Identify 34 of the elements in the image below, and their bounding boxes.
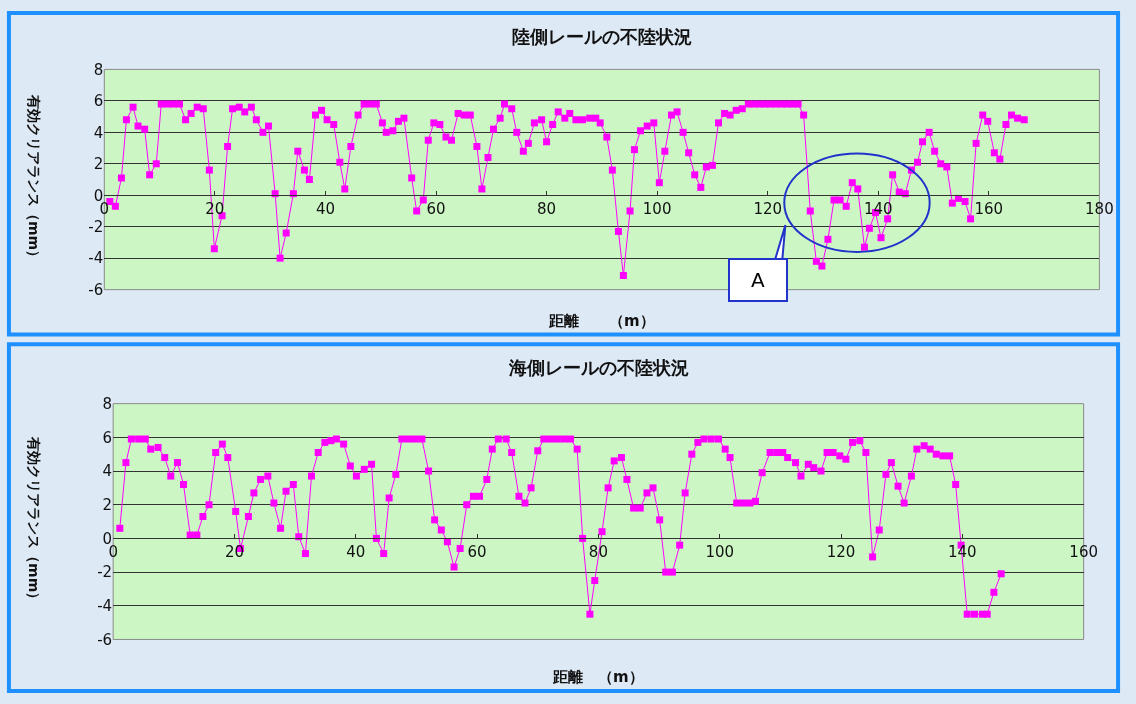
- y-tick-label: -4: [97, 597, 113, 616]
- annotation: A: [751, 268, 765, 292]
- y-tick-label: -4: [88, 249, 104, 268]
- x-tick-label: 160: [1069, 543, 1098, 562]
- y-tick-label: -2: [97, 563, 113, 582]
- x-tick-label: 60: [426, 200, 446, 219]
- y-tick-label: 4: [93, 123, 104, 142]
- x-axis-title: 距離 （m）: [548, 312, 655, 330]
- x-tick-label: 180: [1085, 200, 1114, 219]
- x-tick-label: 40: [315, 200, 335, 219]
- x-tick-label: 100: [642, 200, 672, 219]
- y-axis-title: 有効クリアランス（mm）: [26, 94, 43, 265]
- y-tick-label: 4: [102, 462, 113, 481]
- x-tick-label: 120: [826, 543, 856, 562]
- x-tick-label: 40: [346, 543, 366, 562]
- y-tick-label: 2: [93, 155, 104, 174]
- y-tick-label: 6: [102, 428, 113, 447]
- y-tick-label: 6: [93, 92, 104, 111]
- x-tick-label: 120: [753, 200, 783, 219]
- x-tick-label: 100: [705, 543, 735, 562]
- x-tick-label: 20: [224, 543, 245, 562]
- x-tick-label: 60: [467, 543, 487, 562]
- y-tick-label: 2: [102, 495, 113, 514]
- chart-title: 海側レールの不陸状況: [508, 357, 689, 378]
- y-tick-label: 8: [102, 394, 113, 413]
- x-tick-label: 160: [974, 200, 1004, 219]
- y-tick-label: -2: [88, 217, 104, 236]
- y-tick-label: -6: [97, 630, 113, 649]
- x-axis-title: 距離 （m）: [552, 668, 644, 686]
- x-tick-label: 80: [537, 200, 557, 219]
- y-axis-title: 有効クリアランス（mm）: [26, 436, 43, 607]
- y-tick-label: -6: [88, 280, 104, 299]
- y-tick-label: 8: [93, 60, 104, 79]
- chart-title: 陸側レールの不陸状況: [512, 26, 692, 47]
